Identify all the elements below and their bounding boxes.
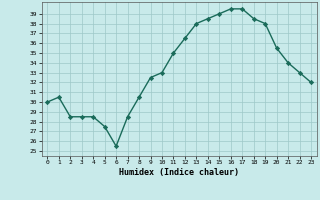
X-axis label: Humidex (Indice chaleur): Humidex (Indice chaleur): [119, 168, 239, 177]
